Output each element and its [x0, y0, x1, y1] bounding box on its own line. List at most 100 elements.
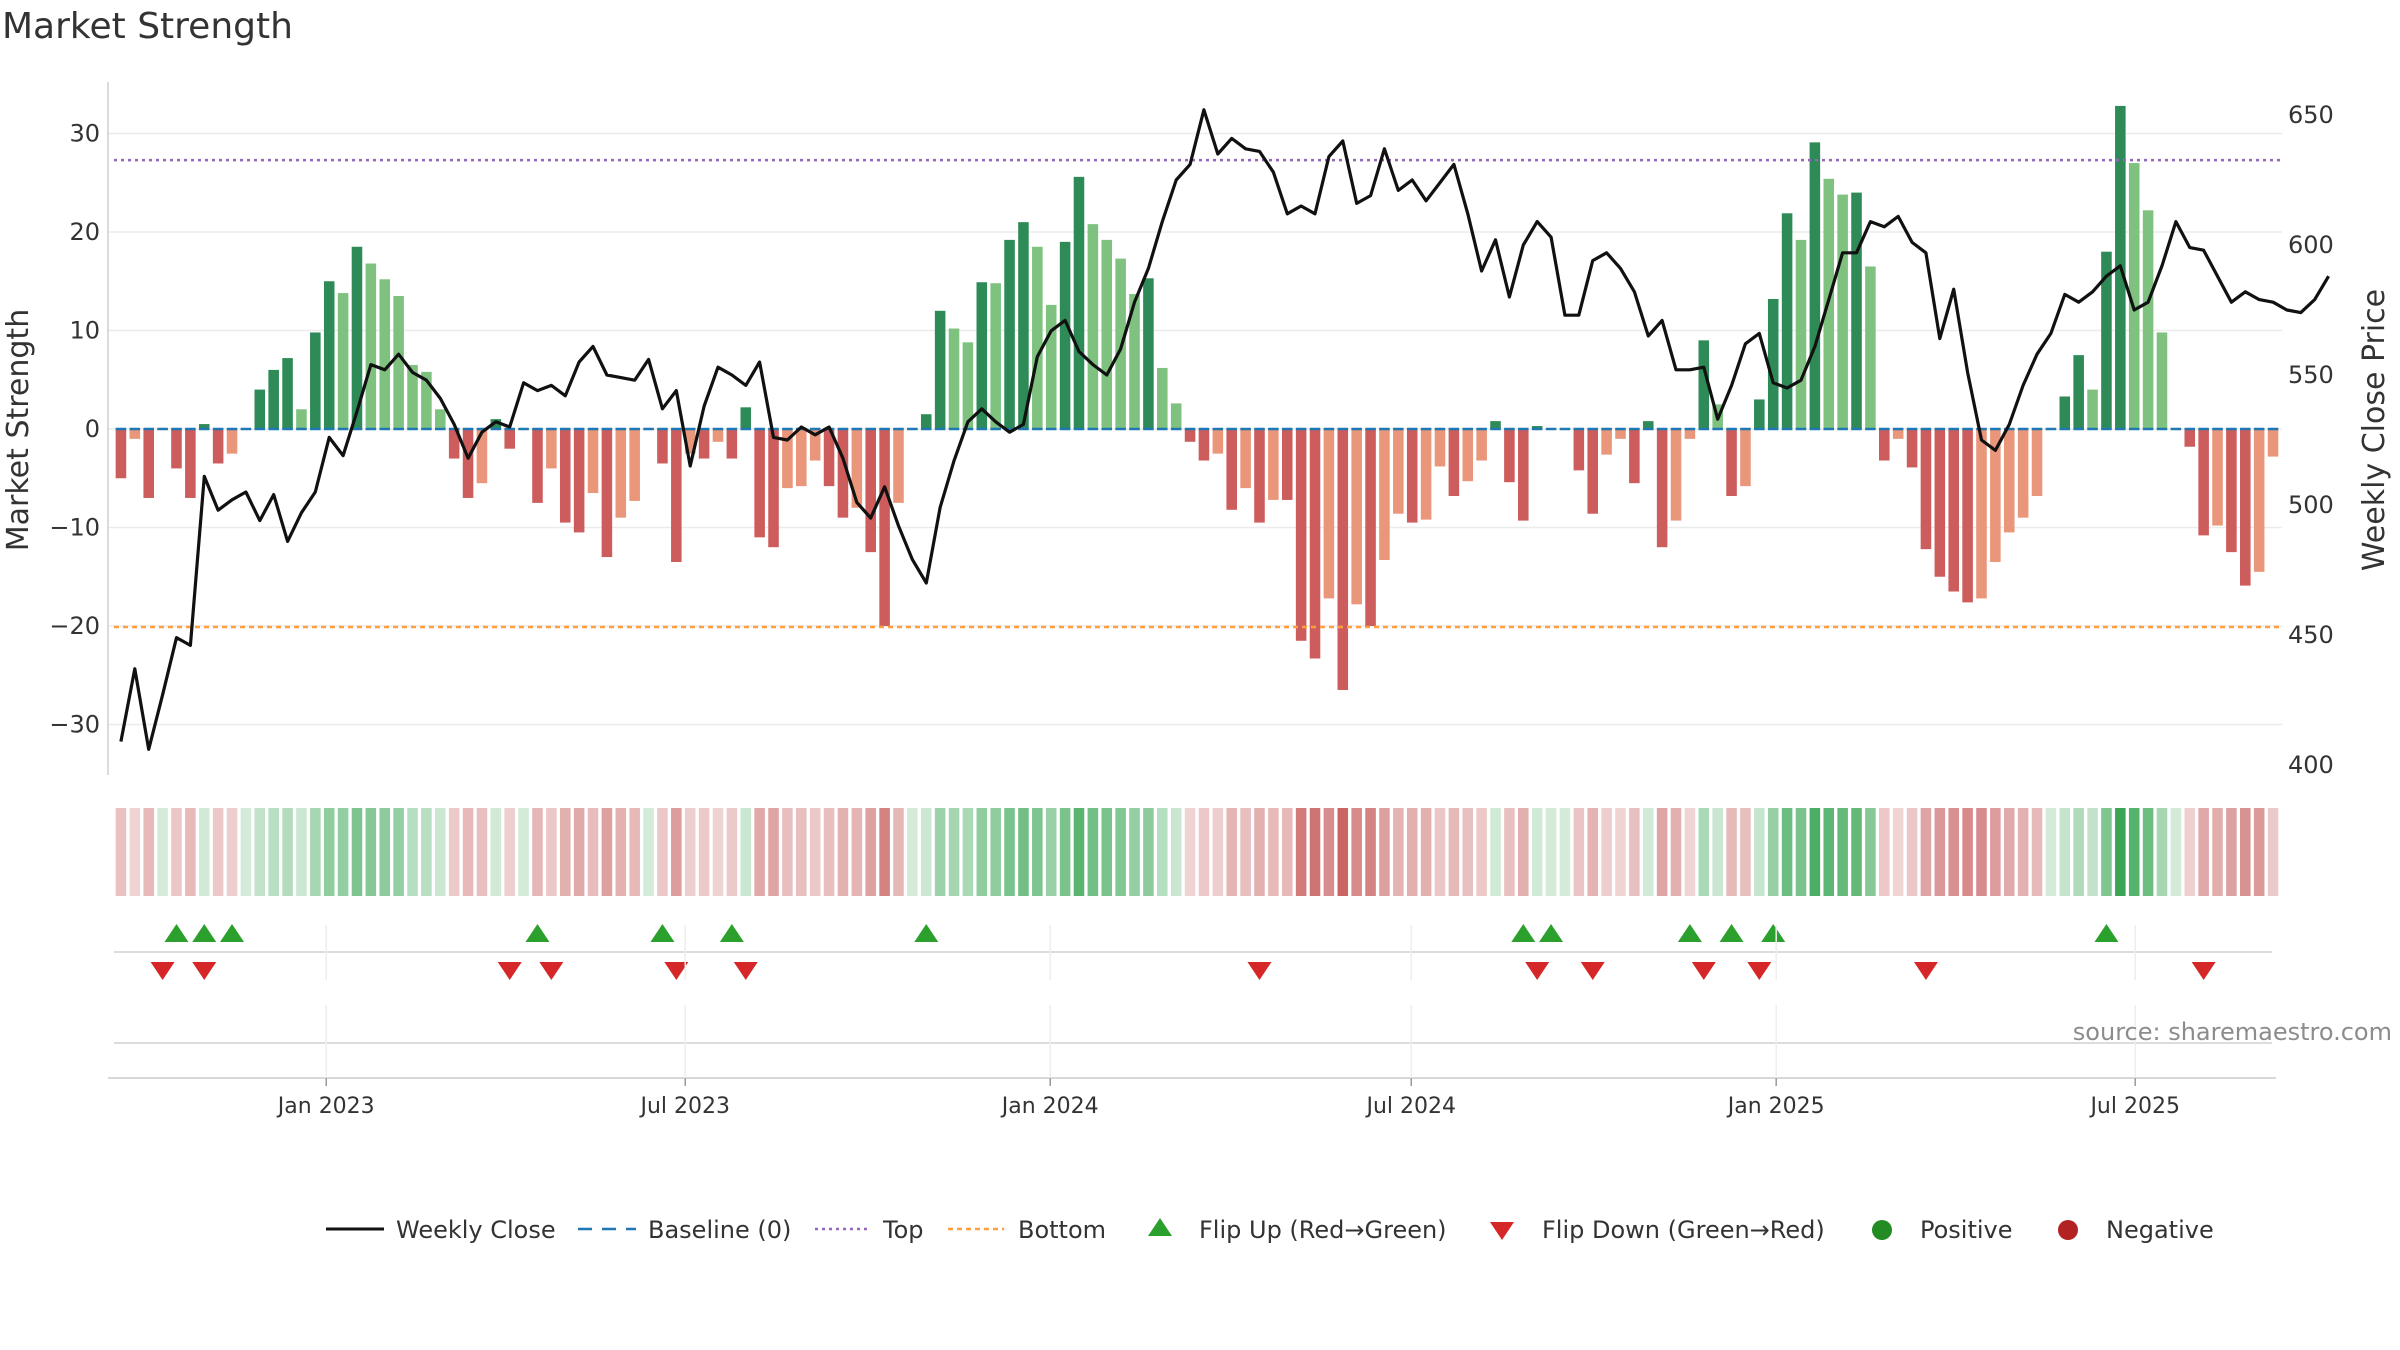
- legend-top: Top: [882, 1216, 924, 1244]
- heat-cell: [1323, 808, 1335, 896]
- strength-bar: [754, 429, 765, 538]
- right-tick-label: 500: [2288, 491, 2334, 519]
- heat-cell: [1837, 808, 1848, 896]
- strength-bar: [726, 429, 738, 459]
- heat-cell: [907, 808, 918, 896]
- right-axis-title: Weekly Close Price: [2357, 289, 2392, 571]
- strength-bar: [782, 429, 793, 489]
- strength-bar: [2073, 355, 2084, 429]
- flip-down-marker: [192, 962, 217, 980]
- left-tick-label: −20: [49, 612, 100, 640]
- strength-bar: [1045, 304, 1057, 429]
- strength-bar: [532, 429, 543, 503]
- strength-bar: [1781, 213, 1793, 429]
- flip-down-marker: [497, 962, 522, 980]
- strength-bar: [948, 328, 960, 429]
- strength-bar: [1990, 429, 2001, 562]
- heat-cell: [573, 808, 585, 896]
- strength-bar: [1448, 429, 1460, 496]
- strength-bar: [1740, 429, 1751, 487]
- heat-cell: [934, 808, 946, 896]
- heat-cell: [1365, 808, 1376, 896]
- legend: Weekly Close Baseline (0) Top Bottom Fli…: [326, 1216, 2214, 1244]
- heat-cell: [837, 808, 849, 896]
- flip-up-marker: [2094, 924, 2119, 942]
- heat-cell: [1712, 808, 1723, 896]
- strength-bar: [1295, 429, 1307, 641]
- strength-bars: [115, 105, 2279, 691]
- right-tick-label: 400: [2288, 751, 2334, 779]
- strength-bar: [435, 409, 446, 429]
- heat-cell: [435, 808, 446, 896]
- heat-cell: [2059, 808, 2071, 896]
- heat-cell: [643, 808, 654, 896]
- heat-cell: [1115, 808, 1126, 896]
- strength-bar: [1504, 429, 1515, 483]
- heat-cell: [1823, 808, 1835, 896]
- heat-cell: [462, 808, 474, 896]
- heat-cell: [1351, 808, 1362, 896]
- strength-bar: [934, 310, 946, 429]
- heat-cell: [421, 808, 432, 896]
- strength-bar: [671, 429, 682, 562]
- heat-cell: [726, 808, 738, 896]
- strength-bar: [1129, 294, 1140, 429]
- heat-cell: [962, 808, 974, 896]
- heat-cell: [782, 808, 793, 896]
- heat-cell: [1101, 808, 1113, 896]
- heat-cell: [1281, 808, 1293, 896]
- strength-bar: [185, 429, 196, 498]
- heat-cell: [171, 808, 182, 896]
- heat-cell: [851, 808, 863, 896]
- right-tick-label: 600: [2288, 231, 2334, 259]
- heat-cell: [671, 808, 682, 896]
- heat-cell: [2267, 808, 2279, 896]
- strength-bar: [1573, 429, 1585, 471]
- heat-cell: [504, 808, 515, 896]
- strength-bar: [684, 429, 696, 454]
- strength-bar: [2226, 429, 2237, 553]
- heat-cell: [1976, 808, 1987, 896]
- heat-cell: [2198, 808, 2209, 896]
- heat-cell: [1240, 808, 1251, 896]
- strength-bar: [601, 429, 613, 558]
- legend-positive: Positive: [1920, 1216, 2013, 1244]
- heat-cell: [1781, 808, 1793, 896]
- heat-cell: [2170, 808, 2182, 896]
- flip-down-marker: [1247, 962, 1272, 980]
- strength-bar: [712, 429, 724, 442]
- strength-bar: [1629, 429, 1640, 484]
- heat-cell: [379, 808, 391, 896]
- strength-bar: [2142, 210, 2154, 429]
- strength-bar: [2198, 429, 2209, 536]
- heat-cell: [1601, 808, 1612, 896]
- heat-cell: [587, 808, 599, 896]
- heat-cell: [809, 808, 821, 896]
- heat-cell: [1587, 808, 1598, 896]
- right-axis: 650 600 550 500 450 400: [2288, 101, 2334, 779]
- strength-bar: [573, 429, 585, 533]
- strength-bar: [893, 429, 904, 503]
- strength-bar: [296, 409, 307, 429]
- chart-title: Market Strength: [2, 6, 293, 47]
- flip-down-marker: [1691, 962, 1716, 980]
- flip-down-marker: [539, 962, 564, 980]
- x-tick-label: Jul 2023: [638, 1094, 730, 1119]
- strength-bar: [2128, 163, 2140, 430]
- heat-cell: [1087, 808, 1099, 896]
- strength-bar: [1837, 194, 1848, 429]
- strength-bar: [2003, 429, 2015, 533]
- strength-bar: [1393, 429, 1404, 514]
- heat-cell: [2156, 808, 2168, 896]
- strength-bar: [1170, 403, 1182, 429]
- strength-bar: [796, 429, 807, 487]
- weekly-close-line: [119, 108, 2330, 752]
- strength-bar: [448, 429, 460, 459]
- heat-cell: [823, 808, 835, 896]
- heat-cell: [754, 808, 765, 896]
- strength-bar: [1879, 429, 1890, 461]
- strength-bar: [212, 429, 224, 464]
- heat-cell: [1865, 808, 1876, 896]
- heat-cell: [1143, 808, 1154, 896]
- strength-bar: [1490, 421, 1501, 429]
